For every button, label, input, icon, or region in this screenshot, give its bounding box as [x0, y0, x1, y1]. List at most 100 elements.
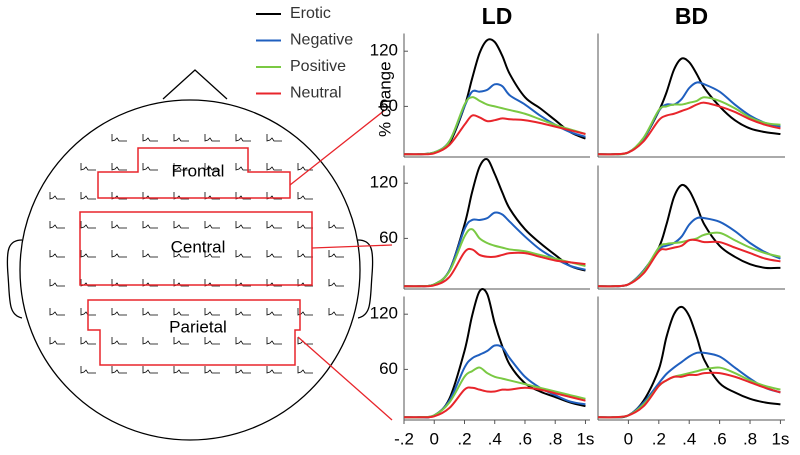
electrode [235, 337, 251, 345]
series-line [597, 183, 781, 288]
x-tick-label: 1s [771, 429, 789, 448]
electrode [204, 250, 220, 258]
electrode [266, 163, 282, 171]
x-tick-label: 1s [576, 429, 594, 448]
series-line [403, 386, 586, 419]
electrode [111, 221, 127, 229]
frontal-region [97, 147, 291, 199]
electrode [111, 366, 127, 374]
electrode [111, 308, 127, 316]
series-line [403, 38, 586, 156]
series-line [403, 228, 586, 288]
connector [297, 336, 393, 421]
electrode [173, 134, 189, 142]
electrode [173, 163, 189, 171]
electrode [173, 337, 189, 345]
x-tick-label: .2 [652, 429, 666, 448]
y-tick-label: 120 [370, 173, 398, 192]
electrode [235, 134, 251, 142]
electrode [111, 337, 127, 345]
electrode [80, 250, 96, 258]
y-tick-label: 120 [370, 41, 398, 60]
right-ear [357, 239, 374, 319]
y-tick-label: 60 [379, 228, 398, 247]
y-tick-label: 60 [379, 96, 398, 115]
series-line [403, 158, 586, 288]
electrode [235, 308, 251, 316]
electrode [49, 308, 65, 316]
nose [162, 69, 228, 100]
electrode [80, 366, 96, 374]
electrode [111, 250, 127, 258]
parietal-region [87, 299, 301, 366]
central-region [79, 211, 313, 286]
electrode [111, 163, 127, 171]
series-line [403, 211, 586, 288]
electrode [142, 250, 158, 258]
electrode [204, 366, 220, 374]
x-tick-label: .4 [682, 429, 696, 448]
electrode [204, 337, 220, 345]
electrode [297, 308, 313, 316]
series-line [597, 96, 781, 156]
x-tick-label: 0 [624, 429, 633, 448]
electrode [266, 221, 282, 229]
x-tick-label: .6 [713, 429, 727, 448]
legend-label: Negative [290, 32, 353, 49]
series-line [597, 351, 781, 419]
electrode [266, 366, 282, 374]
electrode [173, 308, 189, 316]
electrode [142, 366, 158, 374]
electrode [80, 221, 96, 229]
region-label: Parietal [169, 317, 227, 336]
electrode [49, 279, 65, 287]
series-line [403, 114, 586, 156]
legend-label: Neutral [290, 85, 342, 102]
x-tick-label: .4 [488, 429, 502, 448]
head-outline [19, 99, 361, 441]
electrode [204, 308, 220, 316]
electrode [266, 134, 282, 142]
series-line [403, 247, 586, 288]
series-line [403, 288, 586, 419]
y-tick-label: 60 [379, 359, 398, 378]
electrodes [49, 134, 344, 374]
electrode [235, 250, 251, 258]
electrode [80, 163, 96, 171]
series-line [403, 366, 586, 419]
connector [311, 244, 393, 249]
electrode [297, 221, 313, 229]
x-tick-label: .2 [457, 429, 471, 448]
y-axis-label: % change [375, 61, 394, 137]
legend-label: Erotic [290, 5, 331, 22]
legend-label: Positive [290, 58, 346, 75]
electrode [235, 163, 251, 171]
x-tick-label: .6 [518, 429, 532, 448]
series-line [597, 101, 781, 156]
electrode [173, 250, 189, 258]
electrode [142, 134, 158, 142]
electrode [297, 163, 313, 171]
region-label: Central [171, 237, 226, 256]
electrode [297, 366, 313, 374]
x-tick-label: .8 [743, 429, 757, 448]
electrode [204, 221, 220, 229]
electrode [266, 308, 282, 316]
electrode [328, 250, 344, 258]
electrode [49, 250, 65, 258]
electrode [142, 308, 158, 316]
series-line [597, 238, 781, 288]
electrode [235, 221, 251, 229]
electrode [266, 337, 282, 345]
series-line [597, 305, 781, 419]
electrode [235, 366, 251, 374]
electrode [142, 221, 158, 229]
electrode [173, 221, 189, 229]
x-tick-label: 0 [430, 429, 439, 448]
electrode [328, 308, 344, 316]
electrode [111, 134, 127, 142]
panel-title: LD [482, 3, 513, 29]
x-tick-label: .8 [548, 429, 562, 448]
electrode [204, 163, 220, 171]
